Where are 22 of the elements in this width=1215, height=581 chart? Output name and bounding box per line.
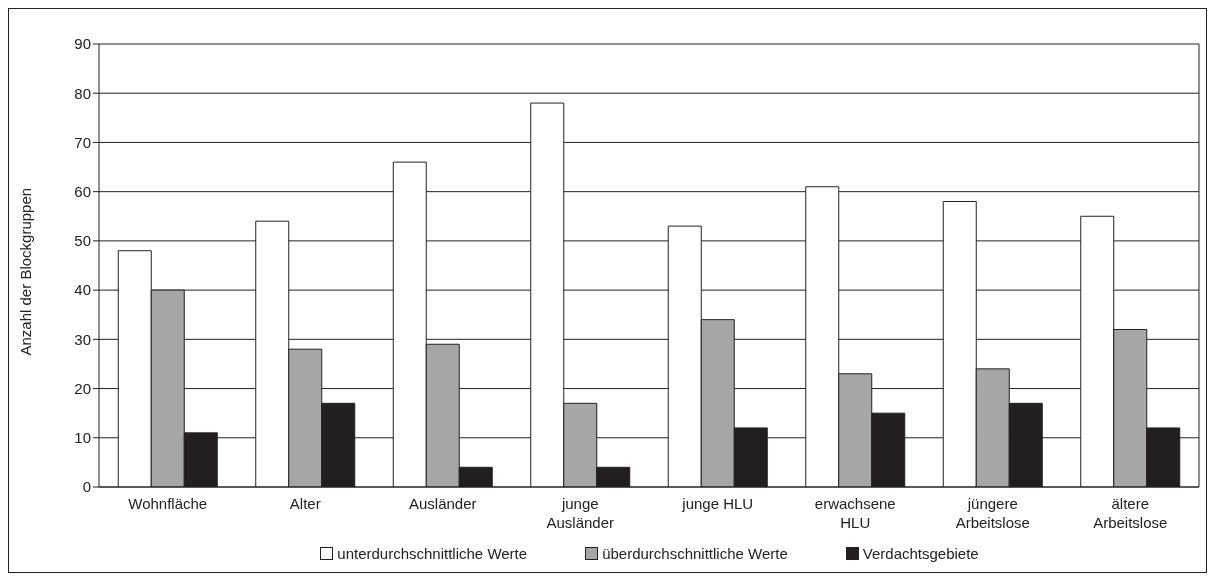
y-tick-label: 0 — [82, 478, 91, 496]
y-tick-label: 90 — [74, 35, 91, 53]
y-tick-label: 20 — [74, 379, 91, 397]
legend-label: unterdurchschnittliche Werte — [336, 545, 528, 562]
y-tick-label: 80 — [74, 84, 91, 102]
y-tick-label: 40 — [74, 281, 91, 299]
legend-label: überdurchschnittliche Werte — [601, 545, 788, 562]
y-tick-label: 10 — [74, 429, 91, 447]
y-tick-label: 50 — [74, 232, 91, 250]
y-tick-label: 70 — [74, 133, 91, 151]
x-tick-label: erwachsene HLU — [814, 495, 896, 531]
legend-label: Verdachtsgebiete — [861, 545, 979, 562]
x-tick-label: junge Ausländer — [546, 495, 615, 531]
x-tick-label: Alter — [289, 495, 321, 512]
x-tick-label: jüngere Arbeitslose — [955, 495, 1030, 531]
y-axis-title: Anzahl der Blockgruppen — [17, 187, 35, 356]
x-tick-label: Wohnfläche — [128, 495, 208, 512]
y-tick-label: 60 — [74, 182, 91, 200]
x-tick-label: junge HLU — [681, 495, 754, 512]
x-tick-label: ältere Arbeitslose — [1093, 495, 1168, 531]
y-tick-label: 30 — [74, 330, 91, 348]
x-tick-label: Ausländer — [408, 495, 477, 512]
